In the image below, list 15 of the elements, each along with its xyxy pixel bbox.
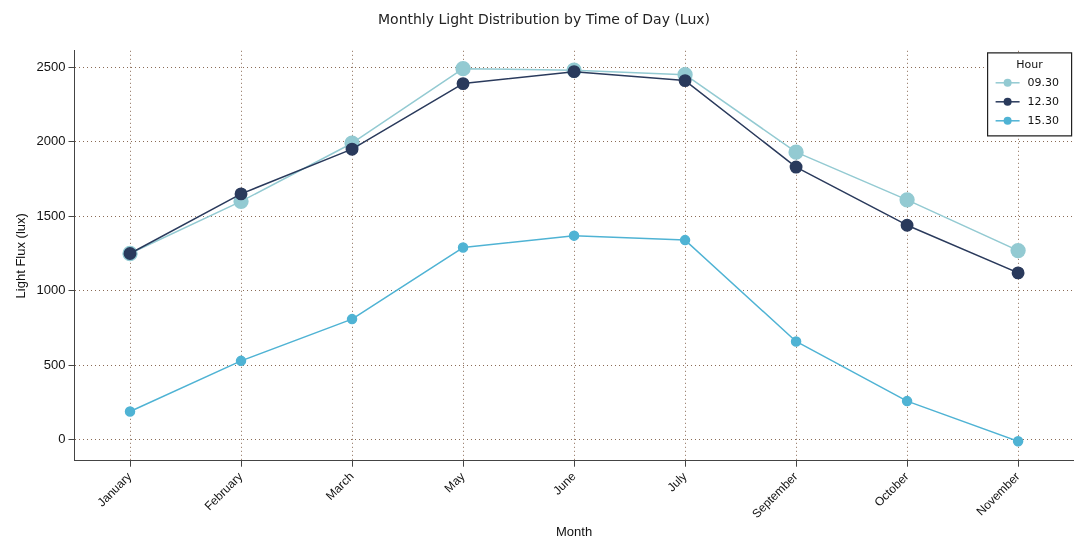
chart-title: Monthly Light Distribution by Time of Day (Lux) (377, 11, 711, 28)
y-tick-label: 2000 (36, 133, 66, 149)
legend-title: Hour (1016, 57, 1044, 71)
legend-label: 12.30 (1027, 94, 1060, 108)
x-axis-title: Month (555, 523, 593, 539)
y-tick-label: 1500 (36, 207, 66, 223)
y-tick-label: 1000 (36, 282, 66, 298)
y-tick-label: 500 (43, 356, 66, 372)
y-tick-label: 2500 (36, 58, 66, 74)
y-axis-title: Light Flux (lux) (13, 213, 29, 299)
x-tick-label: May (441, 469, 468, 496)
legend-label: 09.30 (1027, 75, 1060, 89)
legend-label: 15.30 (1027, 113, 1060, 127)
y-tick-label: 0 (58, 431, 66, 447)
x-tick-label: July (664, 469, 690, 495)
